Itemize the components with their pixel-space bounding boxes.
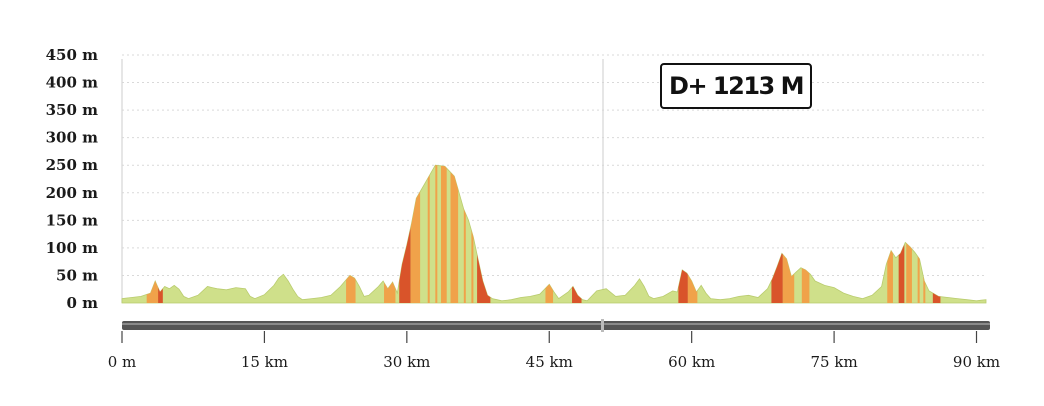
x-tick-label: 45 km <box>526 353 573 371</box>
y-tick-label: 0 m <box>66 294 98 312</box>
climb-streak <box>471 165 474 303</box>
y-tick-label: 250 m <box>46 156 99 174</box>
climb-segment-steep <box>477 165 491 303</box>
climb-streak <box>923 165 926 303</box>
y-tick-label: 200 m <box>46 184 99 202</box>
climb-segment-moderate <box>906 165 912 303</box>
x-tick-label: 90 km <box>953 353 1000 371</box>
climb-segment-steep <box>399 165 411 303</box>
climb-segment-moderate <box>384 165 396 303</box>
distance-bar-midpoint <box>601 319 604 332</box>
y-axis: 0 m 50 m 100 m 150 m 200 m 250 m 300 m 350 m 400… <box>46 46 99 312</box>
x-tick-label: 60 km <box>668 353 715 371</box>
climb-segment-moderate <box>441 165 447 303</box>
y-tick-label: 350 m <box>46 101 99 119</box>
climb-segment-moderate <box>410 165 421 303</box>
climb-segment-steep <box>898 165 905 303</box>
y-tick-label: 100 m <box>46 239 99 257</box>
grid-lines <box>121 54 986 303</box>
x-tick-label: 15 km <box>241 353 288 371</box>
climb-segment-steep <box>158 165 163 303</box>
y-tick-label: 50 m <box>56 266 98 284</box>
climb-segments <box>146 165 941 303</box>
x-tick-label: 0 m <box>108 353 137 371</box>
elevation-area <box>121 164 987 304</box>
elevation-gain-badge: D+ 1213 M <box>660 63 812 109</box>
elevation-area-fill <box>121 164 987 304</box>
climb-segment-moderate <box>346 165 356 303</box>
climb-streak <box>435 165 438 303</box>
x-axis: 0 m 15 km 30 km 45 km 60 km 75 km 90 km <box>108 331 1000 371</box>
y-tick-label: 400 m <box>46 74 99 92</box>
y-tick-label: 150 m <box>46 211 99 229</box>
climb-segment-moderate <box>450 165 459 303</box>
climb-segment-steep <box>932 165 941 303</box>
climb-segment-moderate <box>146 165 159 303</box>
distance-bar-track <box>122 321 990 330</box>
x-tick-label: 75 km <box>811 353 858 371</box>
elevation-gain-label: D+ 1213 M <box>669 72 804 100</box>
y-tick-label: 300 m <box>46 129 99 147</box>
x-tick-label: 30 km <box>383 353 430 371</box>
climb-segment-moderate <box>545 165 554 303</box>
y-tick-label: 450 m <box>46 46 99 64</box>
climb-streak <box>427 165 430 303</box>
climb-segment-steep <box>572 165 582 303</box>
climb-segment-moderate <box>887 165 893 303</box>
distance-bar-highlight <box>122 323 990 325</box>
distance-bar <box>122 319 990 332</box>
climb-streak <box>463 165 466 303</box>
climb-streak <box>917 165 920 303</box>
